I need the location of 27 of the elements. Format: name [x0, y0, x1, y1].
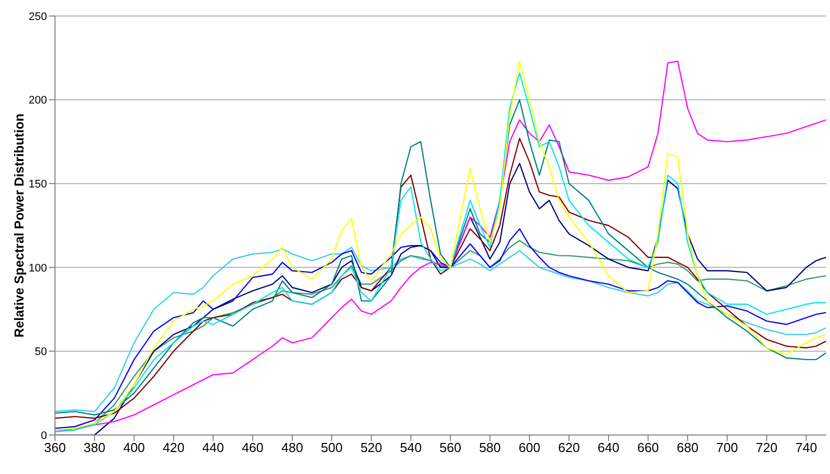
- x-tick-label: 680: [676, 440, 698, 456]
- x-tick-label: 500: [320, 440, 343, 456]
- x-tick-label: 400: [123, 440, 145, 456]
- x-tick-label: 440: [202, 440, 224, 456]
- x-tick-label: 520: [360, 440, 382, 456]
- y-tick-label: 0: [40, 430, 47, 442]
- x-tick-label: 460: [242, 440, 264, 456]
- x-tick-label: 740: [795, 440, 818, 456]
- x-tick-label: 560: [440, 440, 462, 456]
- x-tick-label: 640: [598, 440, 620, 456]
- x-tick-label: 580: [479, 440, 501, 456]
- y-axis-title: Relative Spectral Power Distribution: [12, 113, 27, 338]
- x-tick-label: 700: [716, 440, 738, 456]
- x-tick-label: 420: [162, 440, 184, 456]
- x-tick-label: 380: [84, 440, 106, 456]
- y-tick-label: 200: [28, 94, 47, 107]
- y-tick-label: 150: [28, 178, 47, 191]
- y-tick-label: 100: [28, 262, 47, 274]
- x-tick-label: 720: [756, 440, 778, 456]
- x-tick-label: 360: [44, 440, 66, 456]
- x-tick-label: 620: [558, 440, 580, 456]
- x-tick-label: 540: [400, 440, 422, 456]
- y-tick-label: 250: [28, 10, 47, 23]
- x-tick-label: 660: [637, 440, 659, 456]
- x-tick-label: 480: [281, 440, 304, 456]
- x-tick-label: 600: [518, 440, 540, 456]
- y-tick-label: 50: [34, 346, 47, 358]
